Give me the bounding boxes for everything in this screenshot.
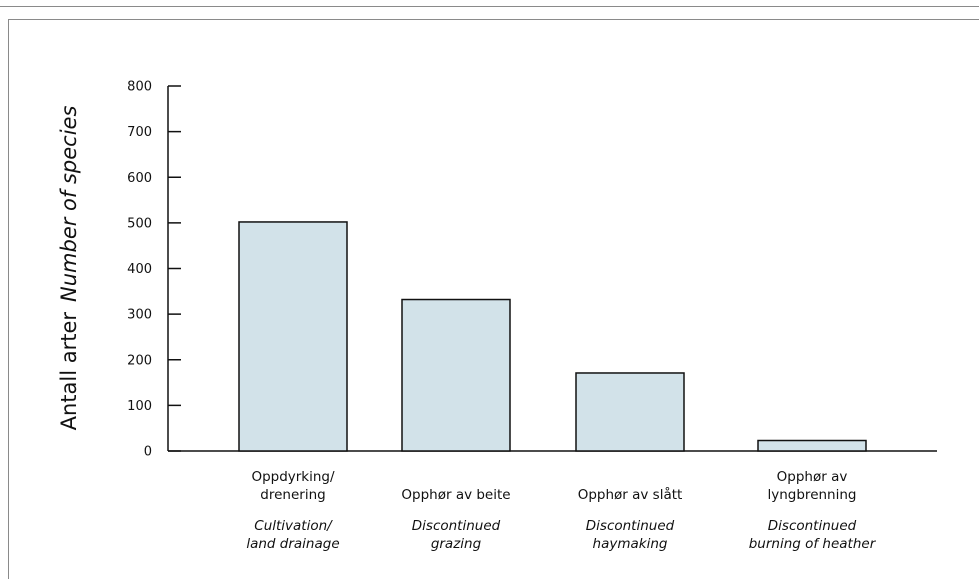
category-translation: grazing bbox=[431, 536, 482, 552]
bar bbox=[575, 372, 685, 452]
y-tick-label: 400 bbox=[127, 262, 152, 277]
y-tick-label: 600 bbox=[127, 171, 152, 186]
y-axis-title: Antall arter bbox=[57, 312, 81, 431]
top-border-strip bbox=[0, 0, 979, 7]
category-label: Opphør av bbox=[777, 469, 848, 485]
category-label: Opphør av slått bbox=[578, 486, 683, 503]
y-tick-label: 300 bbox=[127, 308, 152, 323]
y-tick-label: 800 bbox=[127, 80, 152, 95]
category-translation: land drainage bbox=[246, 536, 339, 552]
category-label: drenering bbox=[260, 487, 325, 503]
y-axis-title-translation: Number of species bbox=[57, 106, 81, 302]
category-labels: Oppdyrking/drenering Cultivation/land dra… bbox=[246, 469, 876, 552]
bar bbox=[238, 221, 348, 452]
svg-text:Antall arterNumber of species: Antall arter Number of species bbox=[57, 106, 81, 431]
y-ticks: 0 100 200 300 400 500 600 700 800 bbox=[127, 80, 181, 460]
y-tick-label: 100 bbox=[127, 399, 152, 414]
bar bbox=[401, 298, 511, 452]
y-tick-label: 0 bbox=[144, 445, 152, 460]
category-translation: Cultivation/ bbox=[254, 518, 333, 534]
category-translation: haymaking bbox=[593, 536, 668, 552]
y-tick-label: 700 bbox=[127, 125, 152, 140]
bar bbox=[757, 439, 867, 452]
category-translation: burning of heather bbox=[749, 536, 877, 552]
category-translation: Discontinued bbox=[412, 518, 501, 534]
bars bbox=[238, 221, 867, 452]
chart-panel bbox=[8, 19, 979, 579]
y-axis-label: Antall arter Number of species bbox=[57, 106, 81, 431]
y-tick-label: 200 bbox=[127, 353, 152, 368]
category-label: lyngbrenning bbox=[768, 487, 857, 503]
category-translation: Discontinued bbox=[768, 518, 857, 534]
category-label: Oppdyrking/ bbox=[251, 469, 335, 485]
y-tick-label: 500 bbox=[127, 216, 152, 231]
category-label: Opphør av beite bbox=[401, 487, 510, 503]
category-translation: Discontinued bbox=[586, 518, 675, 534]
